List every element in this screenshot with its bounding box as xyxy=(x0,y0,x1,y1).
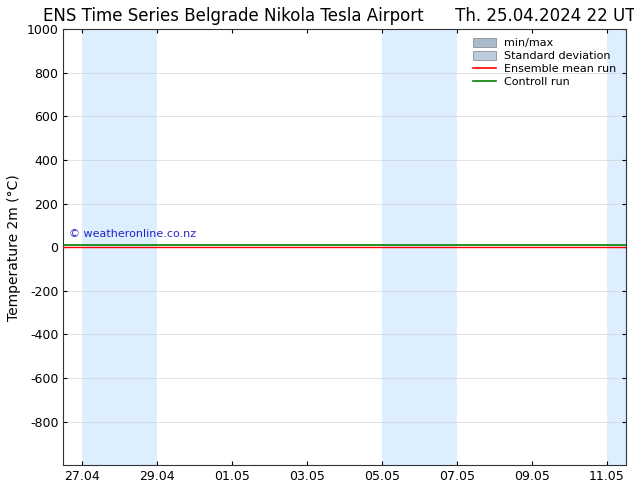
Y-axis label: Temperature 2m (°C): Temperature 2m (°C) xyxy=(7,174,21,320)
Bar xyxy=(607,29,634,465)
Bar xyxy=(382,29,457,465)
Text: © weatheronline.co.nz: © weatheronline.co.nz xyxy=(69,228,196,239)
Bar xyxy=(82,29,157,465)
Title: ENS Time Series Belgrade Nikola Tesla Airport      Th. 25.04.2024 22 UTC: ENS Time Series Belgrade Nikola Tesla Ai… xyxy=(43,7,634,25)
Legend: min/max, Standard deviation, Ensemble mean run, Controll run: min/max, Standard deviation, Ensemble me… xyxy=(470,35,620,90)
